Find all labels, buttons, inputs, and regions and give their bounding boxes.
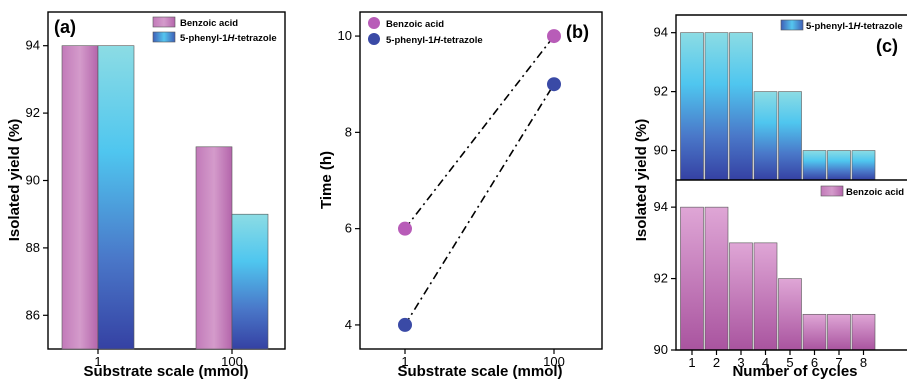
y-tick-label: 92 xyxy=(654,84,668,99)
y-tick-label: 6 xyxy=(345,221,352,236)
legend-label-benzoic: Benzoic acid xyxy=(386,19,444,30)
data-point xyxy=(398,221,412,236)
x-tick-label: 1 xyxy=(688,355,695,370)
x-tick-label: 6 xyxy=(811,355,818,370)
y-tick-label: 10 xyxy=(338,28,352,43)
panel-c-frame xyxy=(675,14,907,351)
bar xyxy=(753,242,778,351)
bar xyxy=(704,206,729,351)
panel-a: 86 88 90 92 94 1 100 (a) Substrate scale (mmo… xyxy=(6,11,286,380)
panel-a-x-title: Substrate scale (mmol) xyxy=(83,363,248,380)
x-tick-label: 7 xyxy=(835,355,842,370)
panel-a-x-ticks: 1 100 xyxy=(94,349,243,369)
y-tick-label: 90 xyxy=(654,143,668,158)
series-line xyxy=(404,83,555,326)
panel-c-label: (c) xyxy=(876,36,898,56)
panel-b-lines xyxy=(404,35,555,326)
panel-b-label: (b) xyxy=(566,22,589,42)
bar xyxy=(753,91,778,181)
bar xyxy=(704,32,729,181)
panel-b-points xyxy=(398,29,561,332)
y-tick-label: 4 xyxy=(345,317,352,332)
bar xyxy=(802,150,827,181)
panel-a-y-title: Isolated yield (%) xyxy=(6,119,23,242)
legend-label-benzoic: Benzoic acid xyxy=(846,187,904,198)
bar xyxy=(61,45,99,350)
panel-c-y-title: Isolated yield (%) xyxy=(633,119,650,242)
data-point xyxy=(398,317,412,332)
y-tick-label: 94 xyxy=(654,25,668,40)
bar xyxy=(231,213,269,350)
bar xyxy=(851,313,876,351)
legend-marker-tetrazole xyxy=(368,33,380,45)
x-tick-label: 2 xyxy=(713,355,720,370)
legend-swatch-benzoic xyxy=(820,185,844,197)
panel-c-bottom-bars xyxy=(680,206,876,351)
panel-b-legend: Benzoic acid 5-phenyl-1H-tetrazole xyxy=(368,17,483,46)
panel-c-x-ticks: 1 2 3 4 5 6 7 8 xyxy=(688,350,867,370)
legend-marker-benzoic xyxy=(368,17,380,29)
legend-swatch-tetrazole xyxy=(152,31,176,43)
x-tick-label: 8 xyxy=(860,355,867,370)
bar xyxy=(195,146,233,350)
panel-c-legend: 5-phenyl-1H-tetrazole Benzoic acid xyxy=(780,19,904,198)
y-tick-label: 94 xyxy=(654,199,668,214)
data-point xyxy=(547,77,561,92)
x-tick-label: 1 xyxy=(94,354,101,369)
x-tick-label: 4 xyxy=(762,355,769,370)
panel-a-y-ticks: 86 88 90 92 94 xyxy=(26,38,48,322)
series-line xyxy=(404,35,555,230)
panel-b: 4 6 8 10 1 100 (b) Substrate scale (mmol) Ti… xyxy=(318,11,603,380)
bar xyxy=(729,242,753,351)
data-point xyxy=(547,29,561,44)
panel-c: 90 92 94 90 92 94 1 2 3 4 5 6 7 8 (c) Number of cyc… xyxy=(633,14,907,380)
panel-b-y-ticks: 4 6 8 10 xyxy=(338,28,360,332)
panel-b-x-ticks: 1 100 xyxy=(401,349,565,369)
legend-label-tetrazole: 5-phenyl-1H-tetrazole xyxy=(806,21,903,32)
y-tick-label: 94 xyxy=(26,38,40,53)
y-tick-label: 86 xyxy=(26,307,40,322)
legend-label-tetrazole: 5-phenyl-1H-tetrazole xyxy=(386,35,483,46)
panel-b-x-title: Substrate scale (mmol) xyxy=(397,363,562,380)
x-tick-label: 100 xyxy=(221,354,243,369)
y-tick-label: 92 xyxy=(654,271,668,286)
legend-swatch-tetrazole xyxy=(780,19,804,31)
bar xyxy=(680,206,704,351)
bar xyxy=(97,45,135,350)
x-tick-label: 5 xyxy=(786,355,793,370)
panel-b-frame xyxy=(359,11,603,350)
y-tick-label: 8 xyxy=(345,124,352,139)
bar xyxy=(778,278,802,351)
x-tick-label: 3 xyxy=(737,355,744,370)
x-tick-label: 1 xyxy=(401,354,408,369)
bar xyxy=(851,150,876,181)
panel-c-top-bars xyxy=(680,32,876,181)
y-tick-label: 88 xyxy=(26,240,40,255)
x-tick-label: 100 xyxy=(543,354,565,369)
panel-a-bars xyxy=(61,45,269,350)
panel-b-y-title: Time (h) xyxy=(318,151,335,209)
legend-label-benzoic: Benzoic acid xyxy=(180,18,238,29)
panel-a-label: (a) xyxy=(54,17,76,37)
bar xyxy=(729,32,753,181)
panel-c-bottom-y-ticks: 90 92 94 xyxy=(654,199,676,357)
bar xyxy=(778,91,802,181)
panel-a-legend: Benzoic acid 5-phenyl-1H-tetrazole xyxy=(152,16,277,44)
bar xyxy=(802,313,827,351)
panel-c-top-y-ticks: 90 92 94 xyxy=(654,25,676,158)
bar xyxy=(680,32,704,181)
bar xyxy=(827,313,851,351)
y-tick-label: 92 xyxy=(26,105,40,120)
legend-swatch-benzoic xyxy=(152,16,176,28)
bar xyxy=(827,150,851,181)
panel-c-x-title: Number of cycles xyxy=(732,363,857,380)
legend-label-tetrazole: 5-phenyl-1H-tetrazole xyxy=(180,33,277,44)
y-tick-label: 90 xyxy=(654,342,668,357)
y-tick-label: 90 xyxy=(26,173,40,188)
